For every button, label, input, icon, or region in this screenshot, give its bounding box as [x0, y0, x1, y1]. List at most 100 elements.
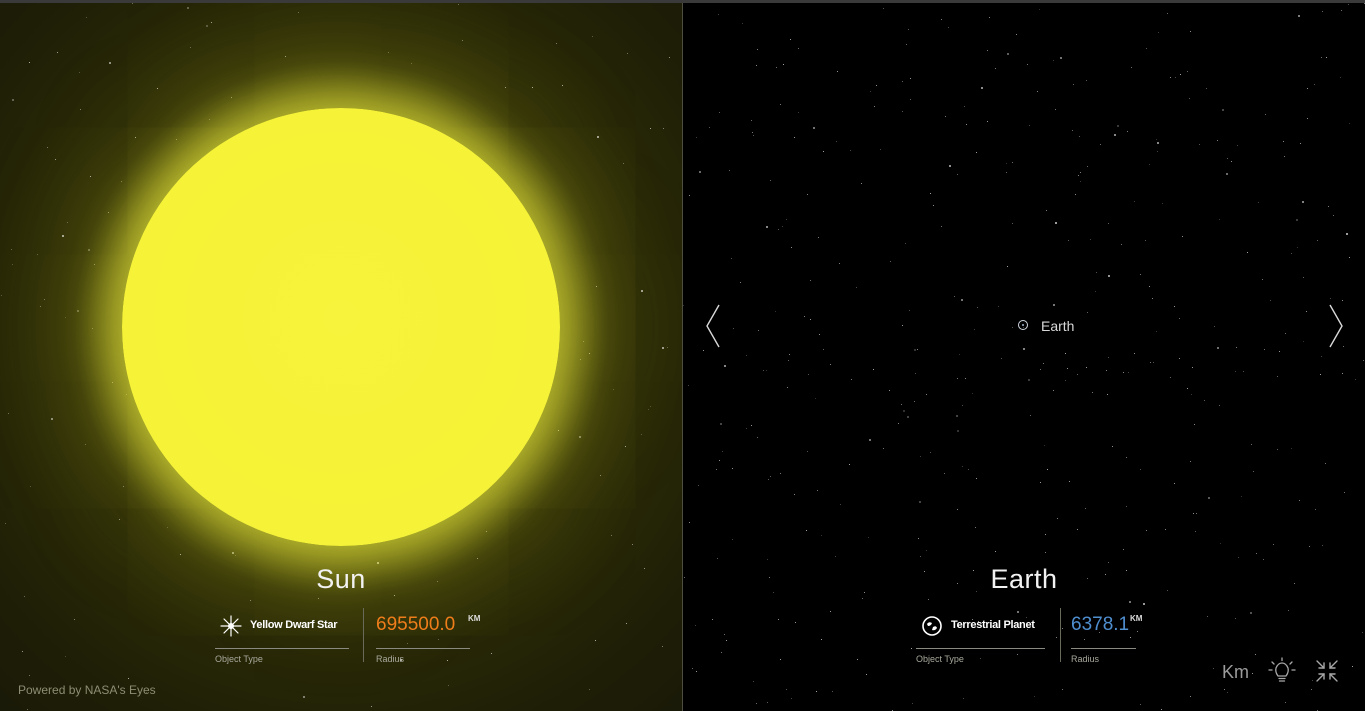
star [742, 23, 743, 24]
star [55, 159, 56, 160]
star [135, 137, 136, 138]
sun-sphere[interactable] [122, 108, 560, 546]
star [902, 81, 903, 82]
star [1134, 353, 1135, 354]
star [1077, 529, 1078, 530]
star [864, 592, 865, 593]
star [1007, 53, 1009, 55]
star [1263, 559, 1264, 560]
star [625, 446, 626, 447]
star [1045, 552, 1046, 553]
star [773, 592, 774, 593]
star [1342, 373, 1343, 374]
star [917, 349, 918, 350]
collapse-icon[interactable] [1315, 659, 1339, 683]
star [1170, 377, 1171, 378]
star [873, 369, 874, 370]
star [957, 583, 958, 584]
star [696, 137, 697, 138]
star [964, 106, 965, 107]
star [1107, 394, 1108, 395]
star [532, 87, 533, 88]
star [1053, 304, 1055, 306]
star [1099, 632, 1100, 633]
star [1086, 367, 1087, 368]
star [1126, 570, 1127, 571]
star [731, 258, 732, 259]
star [1134, 201, 1135, 202]
star [146, 692, 147, 693]
star [1187, 71, 1188, 72]
star [1027, 629, 1028, 630]
star [1277, 449, 1278, 450]
star [1326, 57, 1327, 58]
star [949, 165, 951, 167]
star [1251, 444, 1252, 445]
star [918, 538, 919, 539]
star [767, 559, 768, 560]
star [1087, 312, 1088, 313]
star [613, 389, 614, 390]
star [1145, 240, 1146, 241]
star [976, 478, 977, 479]
star [926, 550, 927, 551]
star [995, 68, 996, 69]
star [963, 698, 964, 699]
chevron-left-icon[interactable] [705, 303, 721, 349]
star [595, 640, 596, 641]
star [556, 43, 557, 44]
star [1080, 172, 1081, 173]
unit-toggle-button[interactable]: Km [1222, 662, 1249, 682]
star [394, 595, 395, 596]
star [840, 504, 841, 505]
star [907, 416, 909, 418]
star [1352, 666, 1353, 667]
star [51, 418, 53, 420]
star [732, 468, 733, 469]
star [1023, 348, 1025, 350]
star [462, 40, 463, 41]
star [832, 691, 833, 692]
star [1297, 247, 1298, 248]
star [941, 226, 942, 227]
star [835, 556, 836, 557]
star [1258, 202, 1259, 203]
star [1079, 136, 1080, 137]
star [1012, 162, 1013, 163]
star [778, 619, 779, 620]
star [411, 63, 412, 64]
star [505, 87, 506, 88]
star [62, 235, 64, 237]
star [968, 469, 969, 470]
star [1068, 240, 1069, 241]
star [1300, 143, 1301, 144]
star [733, 328, 734, 329]
star [763, 370, 764, 371]
chevron-right-icon[interactable] [1328, 303, 1344, 349]
lightbulb-icon[interactable] [1267, 657, 1297, 685]
star [1264, 349, 1265, 350]
star [1167, 13, 1168, 14]
star [1016, 34, 1017, 35]
star [849, 464, 850, 465]
star [109, 62, 111, 64]
star [8, 413, 9, 414]
earth-marker-icon[interactable] [1018, 320, 1028, 330]
panel-divider[interactable] [682, 3, 683, 711]
powered-by-link[interactable]: Powered by NASA's Eyes [18, 683, 156, 697]
star [1306, 311, 1307, 312]
star [798, 112, 799, 113]
star [1333, 215, 1334, 216]
starfield-right [683, 3, 1365, 711]
earth-marker-label[interactable]: Earth [1041, 318, 1075, 334]
star [1224, 689, 1225, 690]
star [1044, 445, 1045, 446]
star [1217, 140, 1218, 141]
star [1017, 611, 1019, 613]
star [880, 149, 881, 150]
star [770, 476, 771, 477]
star [1157, 142, 1159, 144]
star [941, 19, 942, 20]
star [1158, 32, 1159, 33]
star [786, 689, 787, 690]
